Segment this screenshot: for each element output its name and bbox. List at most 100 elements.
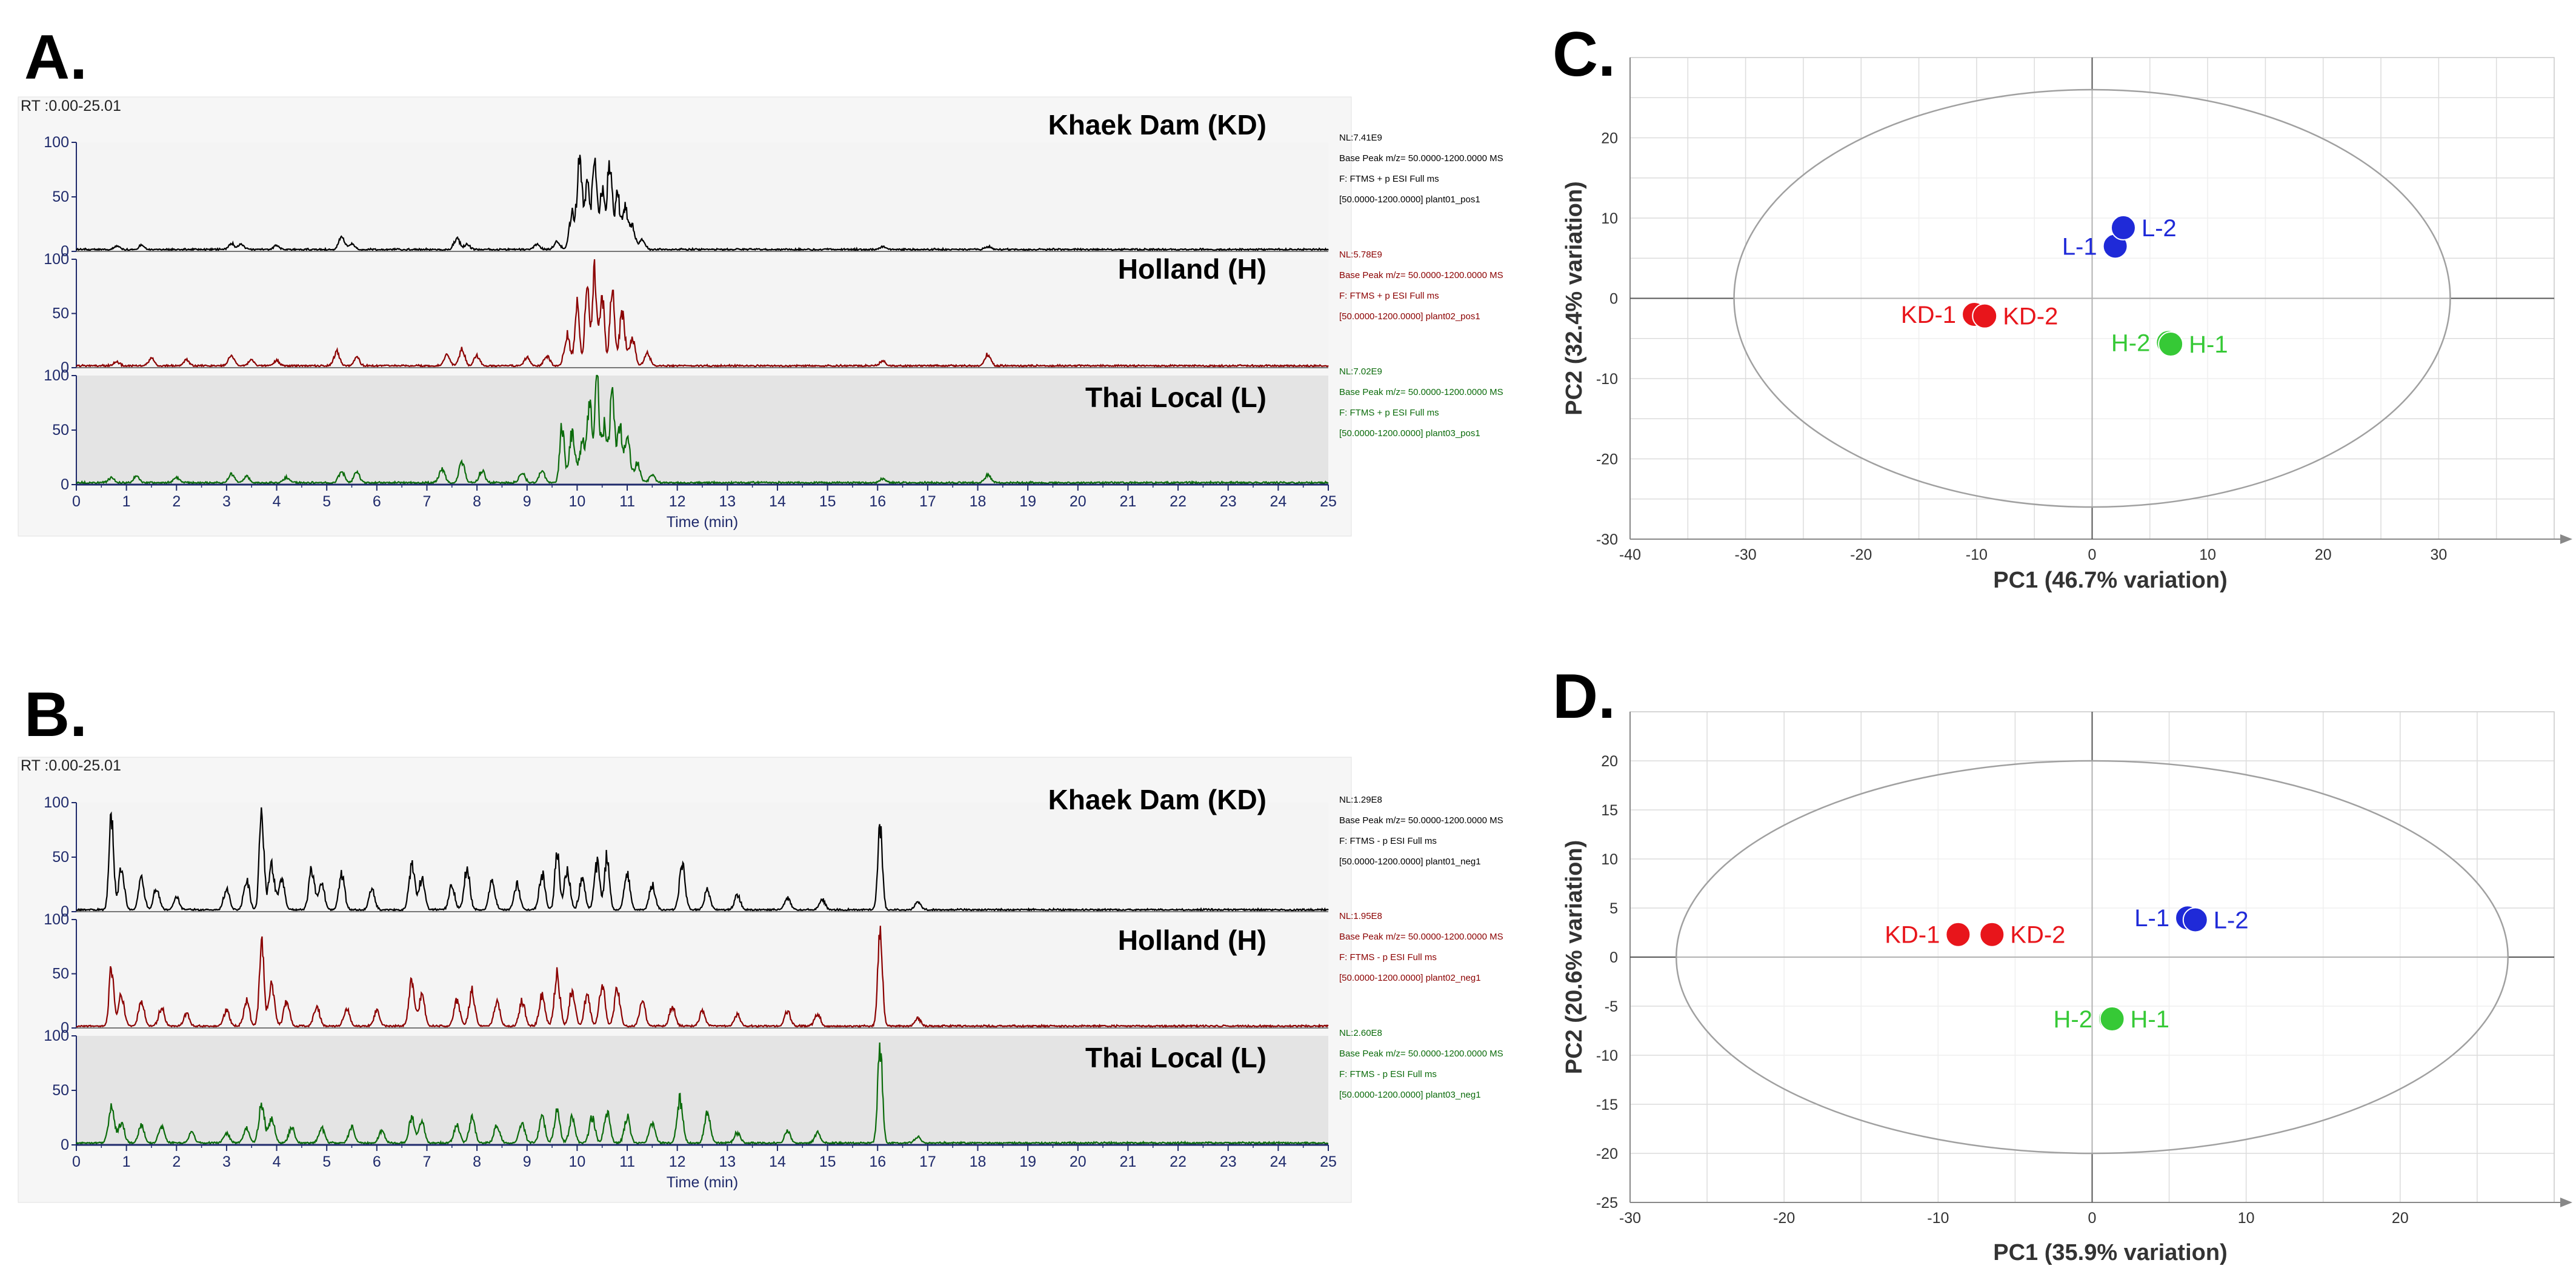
- score-marker: [2158, 331, 2184, 357]
- y-tick-label: 0: [61, 243, 69, 260]
- nl-value: NL:1.29E8: [1339, 795, 1382, 805]
- trace-background: [76, 376, 1328, 485]
- trace-holland: 0 50 100 Holland (H) NL:1.95E8 Base Peak m/z=…: [44, 911, 1503, 1036]
- x-tick-label: -40: [1619, 546, 1641, 563]
- y-tick-label: -10: [1596, 371, 1618, 388]
- trace-kd: 0 50 100 Khaek Dam (KD) NL:1.29E8 Base Peak m…: [44, 784, 1503, 920]
- x-tick-label: 4: [273, 1153, 281, 1170]
- score-point-h-1: H-1: [2099, 1006, 2169, 1033]
- y-tick-label: 100: [44, 367, 69, 384]
- x-tick-label: 0: [72, 493, 81, 510]
- x-tick-label: -20: [1773, 1210, 1795, 1227]
- scan-meta-line: Base Peak m/z= 50.0000-1200.0000 MS: [1339, 932, 1503, 942]
- nl-value: NL:7.41E9: [1339, 133, 1382, 143]
- x-tick-label: 15: [819, 1153, 836, 1170]
- x-axis-title: PC1 (46.7% variation): [1993, 568, 2227, 593]
- score-label: KD-1: [1901, 302, 1956, 328]
- scan-meta-line: F: FTMS - p ESI Full ms: [1339, 1069, 1437, 1079]
- y-tick-label: 0: [1609, 291, 1618, 308]
- x-tick-label: 22: [1170, 1153, 1186, 1170]
- score-label: L-2: [2214, 907, 2249, 933]
- x-axis-title: Time (min): [667, 1174, 739, 1191]
- nl-value: NL:1.95E8: [1339, 911, 1382, 921]
- x-axis-title: PC1 (35.9% variation): [1993, 1240, 2227, 1265]
- x-axis: 0 1 2 3 4 5 6 7 8 9 10 11 12 13 14 15 16 17 18 19 20 21 22 23 24…: [72, 1144, 1337, 1191]
- x-tick-label: -10: [1966, 546, 1988, 563]
- x-tick-label: 25: [1320, 493, 1337, 510]
- x-tick-label: 24: [1270, 1153, 1286, 1170]
- nl-value: NL:2.60E8: [1339, 1028, 1382, 1038]
- score-marker: [1945, 921, 1971, 947]
- score-point-kd-1: KD-1: [1885, 921, 1971, 949]
- scan-meta-line: Base Peak m/z= 50.0000-1200.0000 MS: [1339, 1049, 1503, 1059]
- confidence-ellipse: [1733, 88, 2451, 508]
- x-tick-label: 15: [819, 493, 836, 510]
- y-tick-label: 0: [61, 359, 69, 376]
- y-tick-label: -10: [1596, 1047, 1618, 1064]
- y-tick-label: 0: [61, 1019, 69, 1036]
- y-tick-label: 20: [1601, 130, 1618, 147]
- y-tick-label: 0: [61, 476, 69, 493]
- scan-meta-line: [50.0000-1200.0000] plant01_pos1: [1339, 194, 1480, 205]
- x-tick-label: 30: [2430, 546, 2447, 563]
- x-tick-label: 6: [373, 493, 381, 510]
- y-tick-label: 50: [52, 1082, 69, 1099]
- y-tick-label: 20: [1601, 753, 1618, 770]
- x-tick-label: 21: [1120, 1153, 1137, 1170]
- sample-title: Thai Local (L): [1085, 1042, 1266, 1073]
- score-label: H-2: [2111, 330, 2150, 356]
- x-tick-label: 17: [919, 1153, 936, 1170]
- scan-meta-line: F: FTMS + p ESI Full ms: [1339, 174, 1439, 184]
- scan-meta-line: F: FTMS + p ESI Full ms: [1339, 291, 1439, 301]
- x-tick-label: 22: [1170, 493, 1186, 510]
- y-tick-label: 50: [52, 422, 69, 439]
- x-tick-label: 25: [1320, 1153, 1337, 1170]
- x-tick-label: 10: [2199, 546, 2216, 563]
- sample-title: Holland (H): [1118, 253, 1266, 285]
- sample-title: Thai Local (L): [1085, 382, 1266, 413]
- x-tick-label: 16: [869, 1153, 886, 1170]
- score-label: L-1: [2134, 905, 2169, 932]
- x-axis-arrow: [2560, 1198, 2572, 1207]
- scan-meta-line: [50.0000-1200.0000] plant02_neg1: [1339, 973, 1481, 983]
- x-tick-label: 10: [568, 1153, 585, 1170]
- x-tick-label: 9: [523, 1153, 531, 1170]
- x-tick-label: 10: [568, 493, 585, 510]
- x-tick-label: 10: [2238, 1210, 2255, 1227]
- score-point-kd-2: KD-2: [1972, 303, 2058, 330]
- x-tick-label: 20: [1070, 1153, 1087, 1170]
- y-tick-label: 0: [61, 1136, 69, 1153]
- sample-title: Holland (H): [1118, 924, 1266, 956]
- x-tick-label: -30: [1619, 1210, 1641, 1227]
- score-point-l-1: L-1: [2062, 233, 2128, 260]
- y-tick-label: 50: [52, 188, 69, 205]
- x-tick-label: -20: [1850, 546, 1872, 563]
- trace-local: 0 50 100 Thai Local (L) NL:2.60E8 Base Peak m…: [44, 1027, 1503, 1153]
- panel-letter-a: A.: [24, 22, 87, 93]
- x-tick-label: 18: [970, 1153, 987, 1170]
- scan-meta-line: [50.0000-1200.0000] plant03_pos1: [1339, 428, 1480, 439]
- scan-meta-line: Base Peak m/z= 50.0000-1200.0000 MS: [1339, 387, 1503, 397]
- x-tick-label: 7: [423, 1153, 431, 1170]
- x-tick-label: 1: [122, 493, 131, 510]
- score-label: KD-2: [2003, 303, 2058, 330]
- scan-meta-line: Base Peak m/z= 50.0000-1200.0000 MS: [1339, 815, 1503, 826]
- panel-letter-d: D.: [1553, 661, 1616, 732]
- x-tick-label: -30: [1735, 546, 1757, 563]
- y-tick-label: 10: [1601, 210, 1618, 227]
- sample-title: Khaek Dam (KD): [1048, 109, 1266, 141]
- y-tick-label: 10: [1601, 851, 1618, 868]
- scan-meta-line: F: FTMS + p ESI Full ms: [1339, 408, 1439, 418]
- x-tick-label: 23: [1220, 493, 1237, 510]
- y-tick-label: 100: [44, 251, 69, 268]
- chromatogram-line: [76, 259, 1329, 368]
- x-tick-label: 0: [2088, 1210, 2097, 1227]
- y-tick-label: -5: [1605, 998, 1618, 1015]
- scan-meta-line: [50.0000-1200.0000] plant03_neg1: [1339, 1090, 1481, 1100]
- scan-meta-line: [50.0000-1200.0000] plant01_neg1: [1339, 857, 1481, 867]
- x-tick-label: 21: [1120, 493, 1137, 510]
- score-marker: [2099, 1006, 2125, 1032]
- chromatogram-line: [76, 154, 1329, 252]
- score-label: H-2: [2054, 1006, 2092, 1033]
